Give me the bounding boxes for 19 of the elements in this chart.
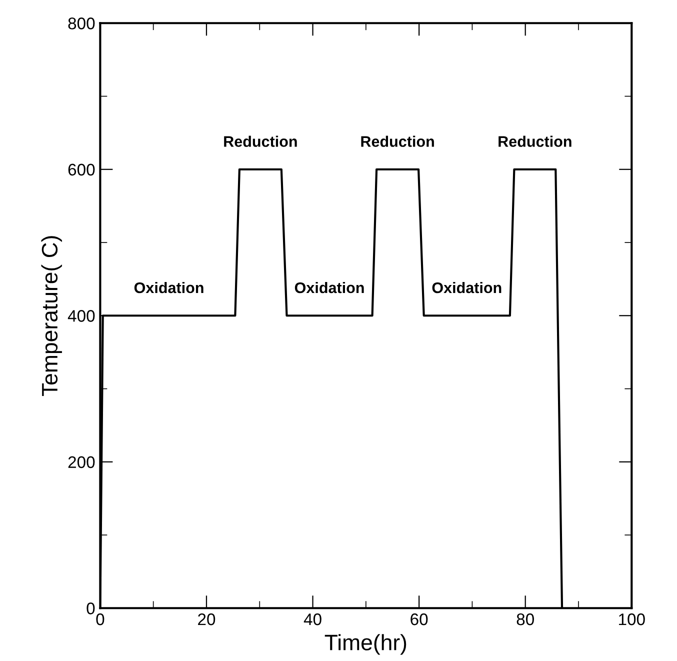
annotation: Oxidation xyxy=(432,282,502,294)
x-tick-label: 80 xyxy=(516,613,534,626)
y-tick-label: 400 xyxy=(68,310,95,322)
y-tick-label: 0 xyxy=(86,602,95,614)
annotation: Reduction xyxy=(498,136,572,147)
x-axis-title: Time(hr) xyxy=(324,634,406,655)
y-axis-title: Temperature( C) xyxy=(41,236,62,396)
y-tick-label: 200 xyxy=(68,456,95,468)
x-tick-label: 40 xyxy=(304,613,322,626)
x-tick-label: 100 xyxy=(619,613,645,626)
annotation: Oxidation xyxy=(134,282,204,294)
x-tick-label: 20 xyxy=(198,613,216,626)
annotation: Reduction xyxy=(361,136,434,147)
annotation: Oxidation xyxy=(294,282,364,294)
y-tick-label: 600 xyxy=(68,164,95,176)
x-tick-label: 0 xyxy=(96,613,104,626)
x-tick-label: 60 xyxy=(410,613,428,626)
y-tick-label: 800 xyxy=(68,18,95,30)
annotation: Reduction xyxy=(224,136,297,147)
